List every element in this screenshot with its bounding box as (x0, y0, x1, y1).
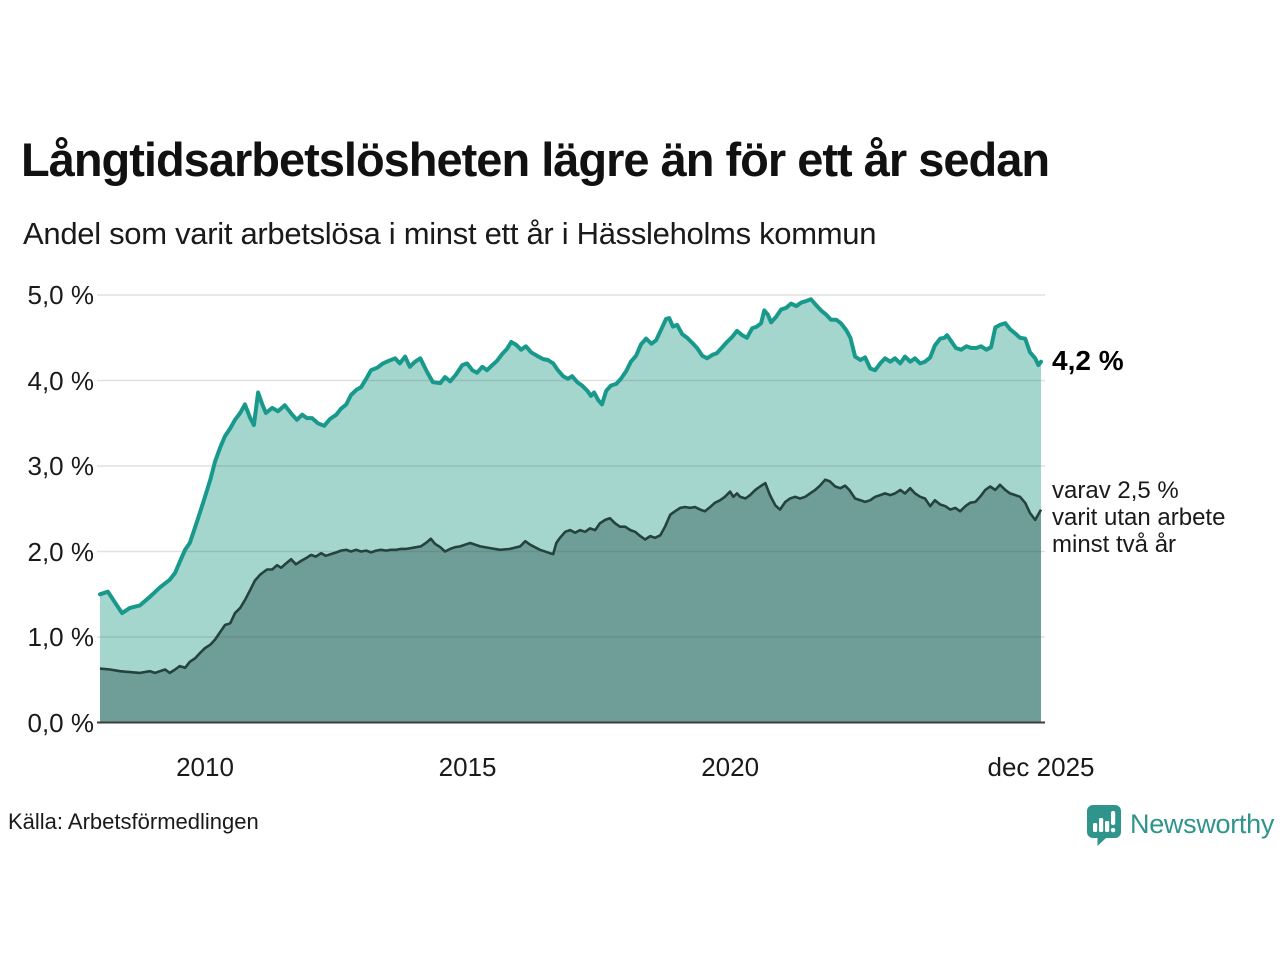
x-axis-tick-label: 2015 (438, 752, 497, 782)
secondary-series-annotation: varav 2,5 % varit utan arbete minst två … (1052, 477, 1226, 558)
x-axis-tick-label: 2020 (701, 752, 760, 782)
y-axis-tick-label: 5,0 % (27, 280, 95, 310)
newsworthy-speech-bubble-chart-icon (1086, 804, 1122, 851)
y-axis-tick-label: 1,0 % (27, 622, 95, 652)
y-axis-tick-label: 2,0 % (27, 536, 95, 567)
source-attribution: Källa: Arbetsförmedlingen (8, 809, 259, 834)
y-axis-tick-label: 3,0 % (27, 451, 95, 481)
secondary-series-area (100, 479, 1041, 723)
latest-value-annotation: 4,2 % (1052, 345, 1124, 376)
page-subtitle: Andel som varit arbetslösa i minst ett å… (23, 216, 877, 251)
primary-series-line (98, 297, 1043, 616)
x-axis-tick-label: dec 2025 (987, 752, 1095, 782)
newsworthy-wordmark: Newsworthy (1130, 809, 1275, 839)
page-title: Långtidsarbetslösheten lägre än för ett … (21, 133, 1050, 186)
newsworthy-logo: Newsworthy (1086, 804, 1274, 851)
y-axis-tick-label: 0,0 % (27, 707, 95, 738)
y-axis-tick-label: 4,0 % (27, 365, 95, 396)
x-axis-tick-label: 2010 (176, 752, 234, 782)
secondary-series-line (99, 478, 1043, 675)
